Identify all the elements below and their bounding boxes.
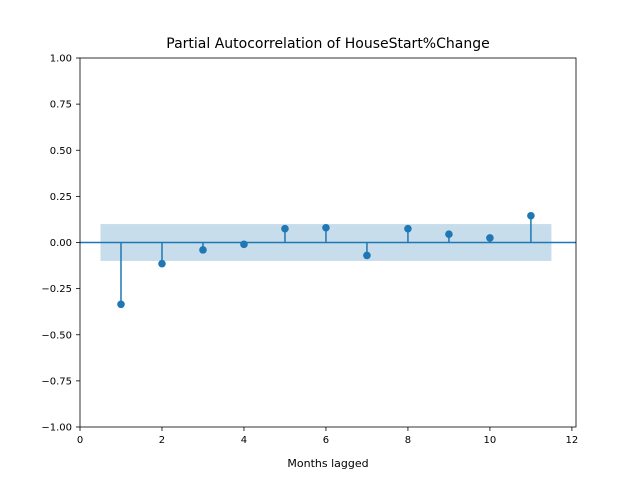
- x-tick-label-4: 4: [241, 435, 247, 446]
- point-lag-4: [240, 240, 248, 249]
- y-tick-label-2: −0.50: [41, 330, 72, 341]
- point-lag-3: [199, 246, 207, 254]
- point-lag-2: [158, 259, 166, 268]
- x-axis-title: Months lagged: [287, 457, 368, 470]
- point-lag-5: [281, 224, 289, 233]
- x-tick-label-6: 6: [323, 435, 329, 446]
- y-tick-label-7: 0.75: [50, 100, 72, 111]
- point-lag-8: [404, 224, 412, 233]
- point-lag-1: [117, 300, 125, 309]
- plot-area: 0 2 4 6 8 10 12 −1.00 −0.75 −0.50 −0.25 0.00 0.25 0.5…: [41, 54, 578, 447]
- chart-title: Partial Autocorrelation of HouseStart%Ch…: [166, 36, 489, 52]
- point-lag-7: [363, 251, 371, 260]
- point-lag-11: [527, 211, 535, 220]
- y-tick-label-5: 0.25: [50, 192, 72, 203]
- y-tick-label-1: −0.75: [41, 376, 72, 387]
- y-tick-label-4: 0.00: [50, 238, 72, 249]
- x-tick-label-2: 2: [159, 435, 165, 446]
- x-tick-label-8: 8: [405, 435, 411, 446]
- x-tick-label-0: 0: [77, 435, 83, 446]
- point-lag-10: [486, 234, 494, 242]
- point-lag-6: [322, 223, 330, 232]
- x-tick-label-10: 10: [484, 435, 497, 446]
- y-tick-label-6: 0.50: [50, 146, 72, 157]
- y-tick-label-0: −1.00: [41, 423, 72, 434]
- y-tick-label-8: 1.00: [50, 54, 72, 65]
- point-lag-9: [445, 230, 453, 238]
- y-tick-label-3: −0.25: [41, 284, 72, 295]
- x-tick-label-12: 12: [566, 435, 579, 446]
